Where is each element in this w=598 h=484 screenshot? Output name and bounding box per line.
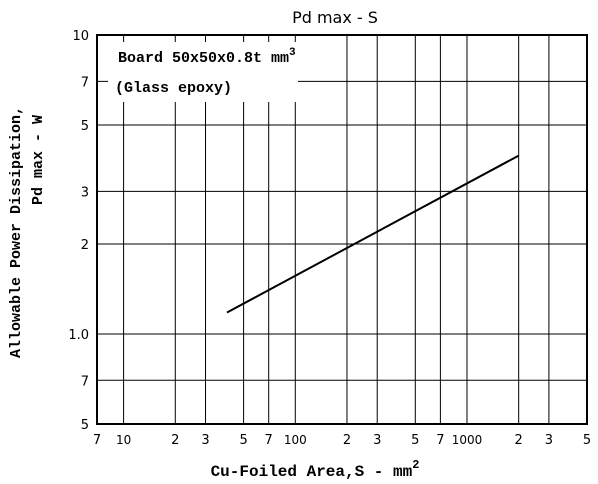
x-tick-label: 5 [239, 433, 247, 448]
chart-title: Pd max - S [292, 8, 378, 27]
grid-lines [97, 35, 587, 424]
x-tick-label: 5 [583, 433, 591, 448]
x-tick-label: 7 [265, 433, 273, 448]
series-group [226, 154, 520, 314]
y-tick-label: 1.0 [68, 328, 89, 343]
annotation-board: Board 50x50x0.8t mm3 [118, 47, 296, 67]
x-tick-label: 3 [201, 433, 209, 448]
x-tick-label: 7 [436, 433, 444, 448]
y-tick-labels: 5 7 1.0 2 3 5 7 10 [68, 29, 89, 433]
x-tick-label: 3 [545, 433, 553, 448]
y-tick-label: 5 [81, 119, 89, 134]
x-tick-label: 1000 [452, 433, 483, 447]
x-tick-label: 2 [343, 433, 351, 448]
y-tick-label: 7 [81, 374, 89, 389]
annotation-superscript: 3 [289, 47, 296, 59]
annotation-box [108, 42, 298, 102]
x-axis-label-superscript: 2 [412, 458, 419, 472]
series-line [226, 154, 520, 314]
y-axis-label-line2: Pd max - W [30, 115, 47, 205]
x-tick-label: 2 [515, 433, 523, 448]
x-axis-label: Cu-Foiled Area,S - mm2 [211, 458, 420, 481]
x-tick-label: 2 [171, 433, 179, 448]
y-tick-label: 3 [81, 185, 89, 200]
annotation-material: (Glass epoxy) [115, 80, 232, 97]
x-tick-label: 5 [411, 433, 419, 448]
x-tick-label: 100 [284, 433, 307, 447]
y-tick-label: 10 [72, 29, 89, 44]
x-tick-label: 3 [373, 433, 381, 448]
y-tick-label: 5 [81, 418, 89, 433]
plot-frame [96, 34, 588, 425]
y-tick-label: 2 [81, 238, 89, 253]
x-axis-label-text: Cu-Foiled Area,S - mm [211, 463, 413, 481]
x-tick-labels: 7 10 2 3 5 7 100 2 3 5 7 1000 2 3 5 [93, 433, 591, 448]
x-tick-label: 7 [93, 433, 101, 448]
y-tick-label: 7 [81, 75, 89, 90]
x-tick-label: 10 [116, 433, 131, 447]
y-axis-label-line1: Allowable Power Dissipation, [8, 106, 25, 358]
annotation-board-text: Board 50x50x0.8t mm [118, 50, 289, 67]
